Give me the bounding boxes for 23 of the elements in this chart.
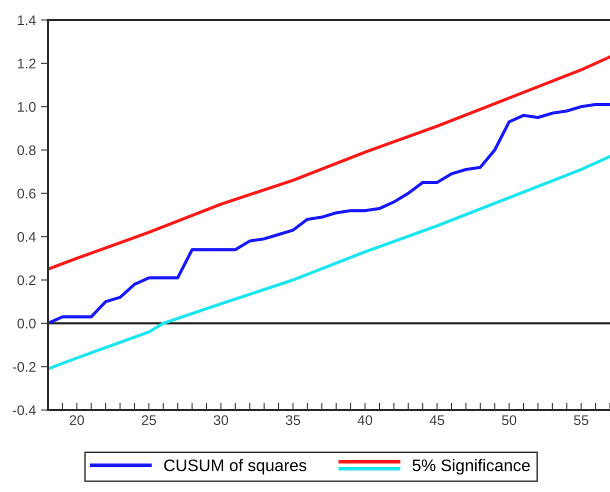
y-tick-label: 0.0 <box>17 318 36 329</box>
y-tick-label: -0.2 <box>12 362 36 372</box>
x-tick-label: 20 <box>70 415 84 426</box>
y-tick-label: 0.6 <box>17 188 36 199</box>
y-tick-label: 0.8 <box>17 145 36 156</box>
x-tick-label: 55 <box>574 415 588 426</box>
x-tick-label: 45 <box>430 415 444 426</box>
y-tick-label: 1.4 <box>18 15 36 26</box>
x-tick-label: 30 <box>214 415 228 426</box>
y-tick-label: 0.4 <box>17 232 36 242</box>
line-series <box>48 102 610 325</box>
x-tick-label: 35 <box>286 415 300 426</box>
y-tick-label: -0.4 <box>12 405 36 416</box>
y-tick-label: 1.0 <box>18 102 36 112</box>
legend-label: 5% Significance <box>412 459 530 475</box>
line-series <box>48 154 610 370</box>
legend-label: CUSUM of squares <box>164 459 306 475</box>
y-tick-label: 1.2 <box>18 58 36 68</box>
x-tick-label: 40 <box>358 415 372 426</box>
line-series <box>48 55 610 271</box>
x-tick-label: 50 <box>502 415 516 426</box>
x-tick-label: 25 <box>142 415 156 426</box>
y-tick-label: 0.2 <box>17 275 36 286</box>
